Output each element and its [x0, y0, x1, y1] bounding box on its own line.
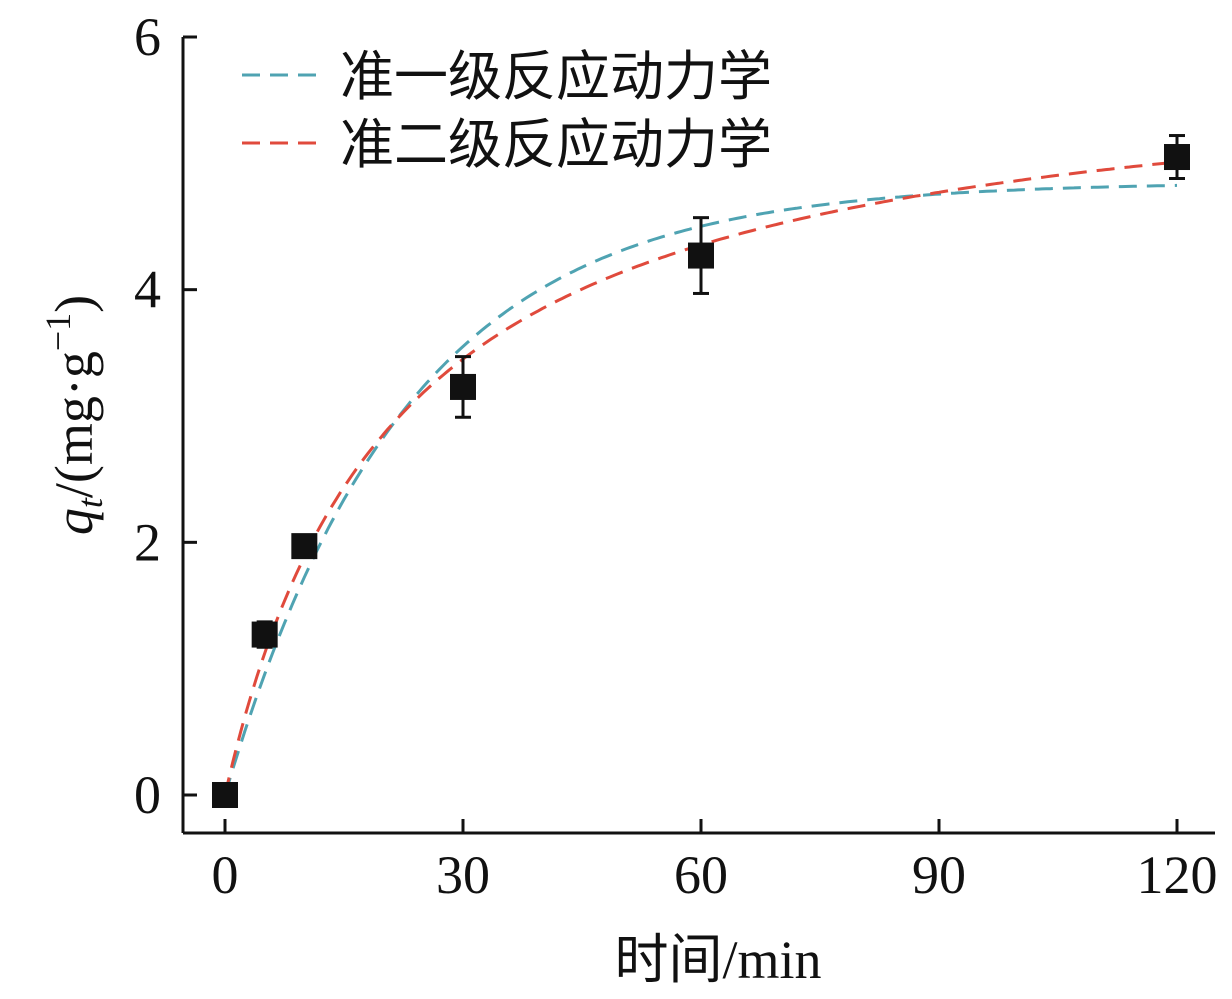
- data-point: [1164, 134, 1190, 180]
- y-tick-label: 2: [134, 512, 161, 572]
- square-marker: [251, 621, 278, 648]
- data-points: [212, 134, 1190, 808]
- x-tick-label: 120: [1137, 845, 1218, 905]
- x-tick-label: 30: [436, 845, 490, 905]
- x-axis-label: 时间/min: [614, 930, 821, 990]
- x-tick-label: 0: [212, 845, 239, 905]
- square-marker: [291, 533, 318, 560]
- x-tick-label: 60: [674, 845, 728, 905]
- data-point: [450, 355, 476, 419]
- square-marker: [688, 242, 714, 269]
- legend-label-1: 准一级反应动力学: [340, 47, 772, 107]
- data-point: [291, 533, 318, 560]
- legend-label-2: 准二级反应动力学: [340, 115, 772, 175]
- square-marker: [1164, 144, 1190, 171]
- y-axis-label: qt/(mg·g−1): [38, 295, 110, 535]
- data-point: [688, 216, 714, 295]
- axes: 0 30 60 90 120 0 2 4 6: [134, 7, 1218, 905]
- y-tick-label: 4: [134, 260, 161, 320]
- x-tick-label: 90: [912, 845, 966, 905]
- square-marker: [450, 373, 476, 400]
- y-tick-label: 6: [134, 7, 161, 67]
- square-marker: [212, 782, 238, 808]
- data-point: [212, 782, 238, 808]
- y-tick-label: 0: [134, 765, 161, 825]
- fit-line-1: [223, 183, 1178, 796]
- data-point: [251, 620, 278, 649]
